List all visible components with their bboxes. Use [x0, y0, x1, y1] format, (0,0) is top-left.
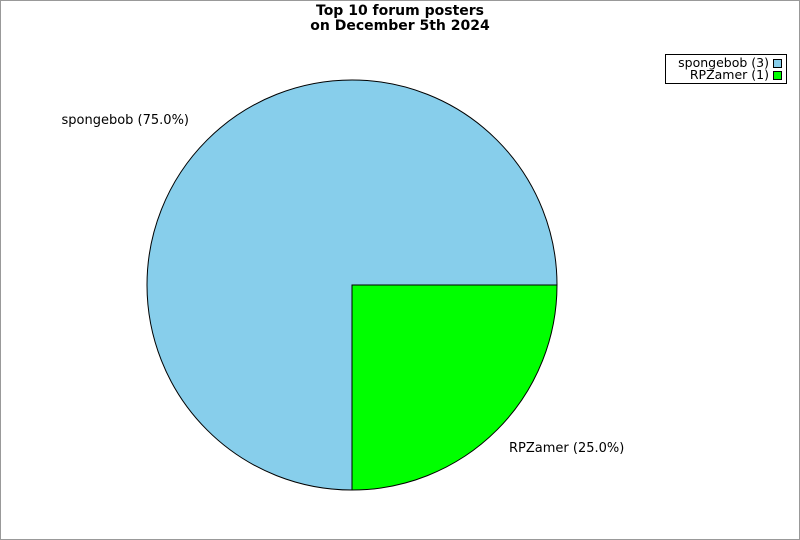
legend: spongebob (3) RPZamer (1)	[665, 54, 787, 84]
legend-swatch	[773, 70, 782, 80]
pie-slice-RPZamer	[351, 284, 558, 491]
chart-title: Top 10 forum posters on December 5th 202…	[1, 4, 799, 34]
legend-row: spongebob (3)	[668, 55, 782, 70]
chart-title-line2: on December 5th 2024	[310, 18, 490, 34]
legend-label-rpzamer: RPZamer (1)	[689, 67, 769, 82]
slice-label-rpzamer: RPZamer (25.0%)	[509, 441, 625, 456]
legend-row: RPZamer (1)	[668, 67, 782, 82]
slice-label-spongebob: spongebob (75.0%)	[61, 113, 190, 128]
legend-label-spongebob: spongebob (3)	[678, 55, 769, 70]
legend-swatch	[773, 58, 782, 68]
chart-title-line1: Top 10 forum posters	[316, 3, 484, 19]
